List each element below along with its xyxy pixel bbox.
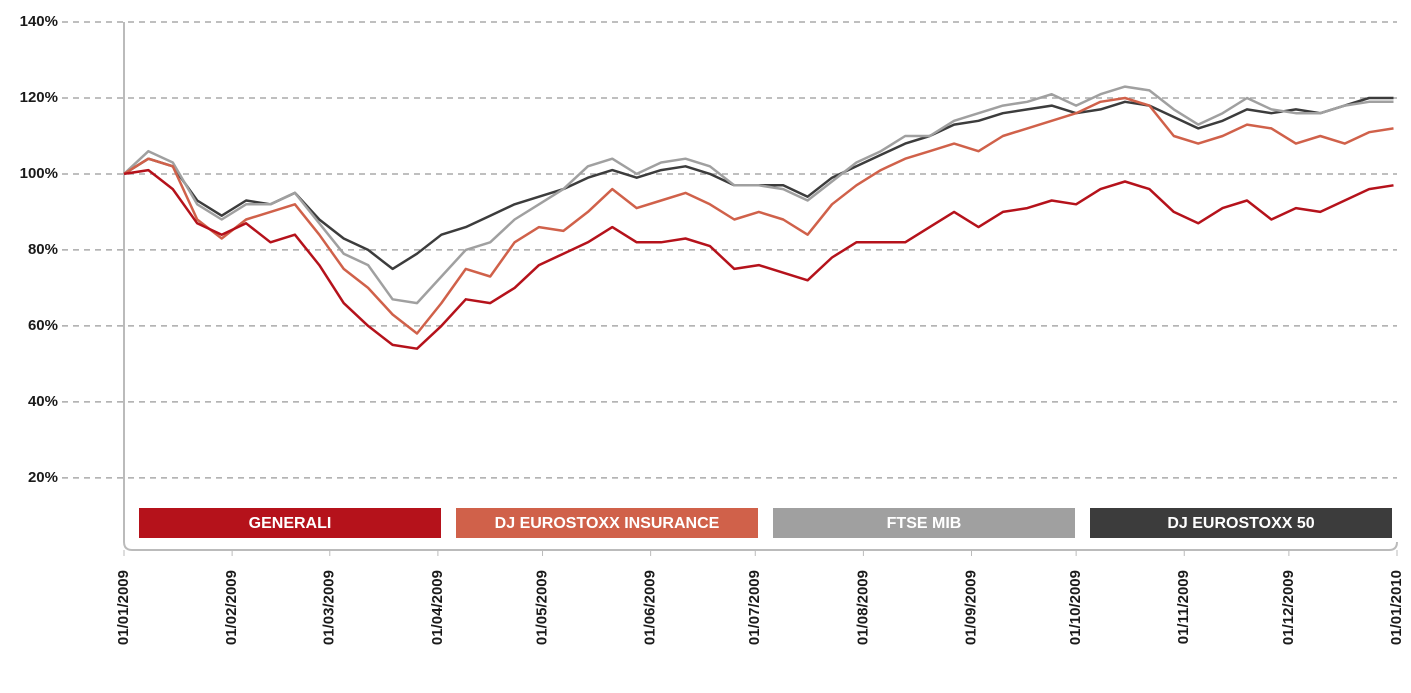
x-tick-label: 01/01/2009 <box>115 570 132 645</box>
legend-label: GENERALI <box>249 515 332 532</box>
x-tick-label: 01/11/2009 <box>1175 570 1192 644</box>
y-tick-label: 80% <box>28 241 58 258</box>
x-tick-label: 01/09/2009 <box>962 570 979 645</box>
series-line <box>123 85 1394 305</box>
x-tick-label: 01/12/2009 <box>1280 570 1297 645</box>
y-tick-label: 40% <box>28 393 58 410</box>
x-tick-label: 01/06/2009 <box>642 570 659 645</box>
y-tick-label: 120% <box>20 89 58 106</box>
legend-label: DJ EUROSTOXX 50 <box>1167 515 1314 532</box>
y-tick-label: 20% <box>28 469 58 486</box>
plot-frame <box>123 22 1398 551</box>
series-line <box>123 96 1394 335</box>
y-tick-label: 60% <box>28 317 58 334</box>
x-tick-label: 01/02/2009 <box>223 570 240 645</box>
x-tick-label: 01/08/2009 <box>854 570 871 645</box>
x-tick-label: 01/05/2009 <box>533 570 550 645</box>
x-tick-label: 01/07/2009 <box>746 570 763 645</box>
legend-swatch <box>456 508 758 538</box>
legend-swatch <box>1090 508 1392 538</box>
y-tick-label: 100% <box>20 165 58 182</box>
series-line <box>123 168 1394 350</box>
x-tick-label: 01/04/2009 <box>429 570 446 645</box>
legend-label: FTSE MIB <box>887 515 962 532</box>
x-tick-label: 01/01/2010 <box>1388 570 1405 645</box>
legend-swatch <box>139 508 441 538</box>
legend-label: DJ EUROSTOXX INSURANCE <box>495 515 720 532</box>
legend-swatch <box>773 508 1075 538</box>
x-tick-label: 01/03/2009 <box>321 570 338 645</box>
y-tick-label: 140% <box>20 13 58 30</box>
x-tick-label: 01/10/2009 <box>1067 570 1084 645</box>
